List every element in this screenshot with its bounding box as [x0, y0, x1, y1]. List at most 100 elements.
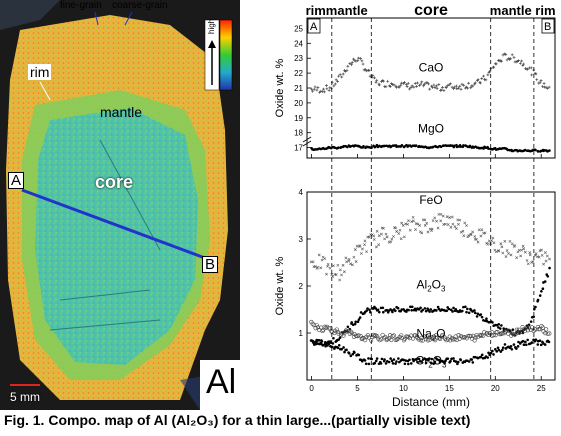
y-tick-label: 20: [294, 99, 303, 108]
data-point-FeO: [401, 224, 405, 227]
data-point-Na2O: [491, 332, 496, 338]
data-point-Cr2O3: [327, 342, 331, 346]
data-point-Cr2O3: [503, 343, 507, 346]
data-point-Cr2O3: [479, 355, 483, 359]
data-point-CaO: [373, 76, 376, 80]
data-point-CaO: [431, 86, 434, 89]
data-point-Cr2O3: [340, 347, 343, 351]
data-point-FeO: [377, 234, 381, 238]
data-point-FeO: [412, 219, 415, 223]
data-point-FeO: [507, 252, 510, 255]
data-point-FeO: [397, 232, 401, 235]
data-point-Cr2O3: [337, 343, 341, 347]
data-point-CaO: [458, 84, 462, 88]
data-point-Cr2O3: [480, 353, 484, 357]
data-point-CaO: [410, 84, 414, 88]
data-point-CaO: [327, 88, 331, 92]
data-point-FeO: [540, 253, 544, 257]
data-point-Cr2O3: [367, 357, 370, 360]
plot-frame-0: [306, 17, 556, 159]
data-point-FeO: [326, 262, 330, 266]
data-point-CaO: [336, 79, 340, 83]
data-point-Cr2O3: [454, 360, 458, 363]
data-point-Al2O3: [476, 312, 480, 316]
data-point-Na2O: [375, 334, 380, 339]
data-point-Al2O3: [374, 307, 378, 310]
data-point-CaO: [432, 83, 436, 87]
data-point-CaO: [412, 85, 416, 89]
label-rim: rim: [28, 64, 52, 80]
data-point-Cr2O3: [349, 354, 353, 358]
data-point-MgO: [536, 150, 540, 153]
data-point-CaO: [406, 81, 410, 85]
data-point-MgO: [403, 145, 406, 148]
data-point-Al2O3: [532, 315, 535, 319]
zone-label-core: core: [414, 2, 448, 19]
data-point-CaO: [422, 84, 425, 88]
data-point-Al2O3: [424, 309, 428, 313]
data-point-CaO: [371, 73, 375, 77]
data-point-FeO: [471, 230, 475, 234]
data-point-CaO: [403, 80, 406, 84]
data-point-Na2O: [514, 327, 519, 332]
data-point-CaO: [442, 89, 446, 92]
data-point-Na2O: [544, 327, 549, 332]
data-point-FeO: [317, 253, 321, 257]
data-point-CaO: [505, 58, 509, 62]
data-point-Na2O: [313, 326, 318, 331]
data-point-CaO: [435, 84, 439, 88]
data-point-Cr2O3: [417, 357, 421, 361]
data-point-MgO: [534, 148, 537, 152]
data-point-FeO: [519, 254, 523, 258]
data-point-Al2O3: [454, 308, 458, 311]
data-point-FeO: [425, 221, 429, 225]
data-point-Na2O: [399, 333, 404, 338]
data-point-FeO: [430, 227, 434, 231]
data-point-Al2O3: [473, 311, 477, 315]
data-point-Al2O3: [356, 320, 360, 324]
data-point-CaO: [535, 78, 539, 82]
data-point-MgO: [452, 144, 456, 148]
data-point-CaO: [473, 81, 477, 85]
data-point-Na2O: [519, 329, 525, 334]
data-point-Cr2O3: [379, 362, 383, 365]
data-point-Na2O: [547, 331, 552, 336]
data-point-Na2O: [310, 321, 315, 326]
data-point-FeO: [338, 278, 342, 282]
data-point-CaO: [433, 86, 437, 89]
x-tick-label: 5: [355, 384, 360, 393]
data-point-Al2O3: [359, 311, 363, 314]
data-point-CaO: [428, 87, 432, 91]
data-point-CaO: [364, 69, 368, 73]
data-point-Na2O: [355, 334, 360, 339]
data-point-Al2O3: [436, 305, 440, 309]
data-point-CaO: [363, 67, 367, 71]
data-point-FeO: [426, 230, 430, 234]
data-point-FeO: [528, 251, 532, 254]
data-point-FeO: [323, 257, 327, 261]
data-point-CaO: [328, 86, 332, 90]
data-point-FeO: [480, 228, 484, 232]
data-point-Al2O3: [410, 305, 414, 309]
data-point-Cr2O3: [336, 346, 340, 350]
data-point-CaO: [449, 82, 452, 86]
label-cao: CaO: [419, 61, 444, 75]
data-point-FeO: [458, 218, 462, 222]
data-point-FeO: [544, 259, 548, 263]
data-point-CaO: [483, 78, 486, 81]
data-point-Cr2O3: [311, 341, 315, 344]
data-point-MgO: [333, 146, 337, 149]
endpoint-b-label: B: [544, 21, 551, 33]
data-point-FeO: [328, 266, 332, 270]
data-point-CaO: [409, 86, 413, 90]
data-point-FeO: [320, 258, 324, 262]
data-point-FeO: [395, 230, 399, 233]
data-point-CaO: [311, 89, 314, 93]
y-tick-label: 22: [294, 69, 303, 78]
data-point-Na2O: [521, 326, 527, 332]
data-point-FeO: [430, 229, 433, 233]
data-point-CaO: [478, 81, 482, 84]
data-point-CaO: [423, 82, 426, 86]
data-point-FeO: [325, 272, 328, 276]
data-point-CaO: [360, 59, 364, 63]
